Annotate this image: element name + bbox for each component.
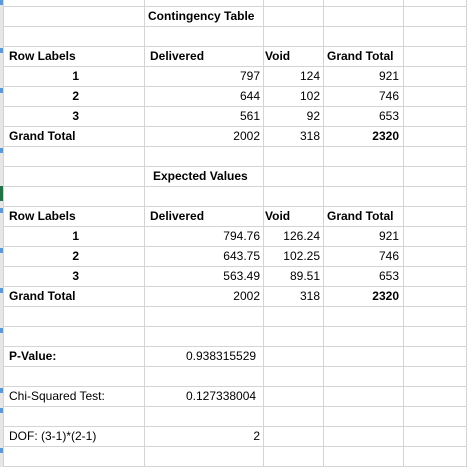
gridline xyxy=(0,66,467,67)
gridline xyxy=(0,446,467,447)
expected-total-cell[interactable]: 746 xyxy=(378,249,399,263)
contingency-void-cell[interactable]: 92 xyxy=(306,109,320,123)
contingency-header-void[interactable]: Void xyxy=(265,49,291,63)
contingency-delivered-cell[interactable]: 797 xyxy=(239,69,260,83)
contingency-header-delivered[interactable]: Delivered xyxy=(150,49,205,63)
expected-grand-total-void[interactable]: 318 xyxy=(299,289,320,303)
row-marker xyxy=(0,388,3,393)
gridline xyxy=(0,186,467,187)
expected-header-delivered[interactable]: Delivered xyxy=(150,209,205,223)
gridline xyxy=(0,426,467,427)
expected-total-cell[interactable]: 653 xyxy=(378,269,399,283)
contingency-void-cell[interactable]: 102 xyxy=(299,89,320,103)
expected-header-void[interactable]: Void xyxy=(265,209,291,223)
gridline xyxy=(0,26,467,27)
row-marker xyxy=(0,0,3,5)
contingency-grand-total-label[interactable]: Grand Total xyxy=(9,129,76,143)
gridline xyxy=(0,106,467,107)
contingency-row-label[interactable]: 3 xyxy=(72,109,79,123)
gridline xyxy=(403,0,404,467)
gridline xyxy=(0,46,467,47)
expected-row-label[interactable]: 2 xyxy=(72,249,79,263)
gridline xyxy=(144,0,145,467)
chi-squared-label[interactable]: Chi-Squared Test: xyxy=(9,389,105,403)
expected-void-cell[interactable]: 126.24 xyxy=(283,229,320,243)
expected-total-cell[interactable]: 921 xyxy=(378,229,399,243)
row-marker xyxy=(0,248,3,253)
gridline xyxy=(0,126,467,127)
contingency-header-grand-total[interactable]: Grand Total xyxy=(327,49,394,63)
p-value-label[interactable]: P-Value: xyxy=(9,349,57,363)
expected-grand-total-label[interactable]: Grand Total xyxy=(9,289,76,303)
expected-delivered-cell[interactable]: 563.49 xyxy=(223,269,260,283)
expected-row-label[interactable]: 1 xyxy=(72,229,79,243)
gridline xyxy=(0,306,467,307)
gridline xyxy=(0,266,467,267)
expected-row-label[interactable]: 3 xyxy=(72,269,79,283)
gridline xyxy=(0,326,467,327)
gridline xyxy=(0,166,467,167)
expected-delivered-cell[interactable]: 794.76 xyxy=(223,229,260,243)
row-marker xyxy=(0,328,3,333)
row-marker xyxy=(0,148,3,153)
gridline xyxy=(0,366,467,367)
expected-grand-total-delivered[interactable]: 2002 xyxy=(233,289,260,303)
dof-label[interactable]: DOF: (3-1)*(2-1) xyxy=(9,429,97,443)
expected-header-grand-total[interactable]: Grand Total xyxy=(327,209,394,223)
gridline xyxy=(0,146,467,147)
row-marker xyxy=(0,48,3,53)
expected-void-cell[interactable]: 89.51 xyxy=(289,269,320,283)
expected-void-cell[interactable]: 102.25 xyxy=(283,249,320,263)
p-value[interactable]: 0.938315529 xyxy=(186,349,257,363)
gridline xyxy=(0,406,467,407)
row-marker xyxy=(0,208,3,213)
expected-delivered-cell[interactable]: 643.75 xyxy=(223,249,260,263)
gridline xyxy=(0,226,467,227)
gridline xyxy=(0,246,467,247)
gridline xyxy=(0,86,467,87)
contingency-row-label[interactable]: 1 xyxy=(72,69,79,83)
gridline xyxy=(0,286,467,287)
gridline xyxy=(263,0,264,467)
expected-header-row-labels[interactable]: Row Labels xyxy=(9,209,76,223)
contingency-total-cell[interactable]: 653 xyxy=(378,109,399,123)
row-marker xyxy=(0,408,3,413)
gridline xyxy=(0,386,467,387)
row-marker xyxy=(0,448,3,453)
gridline xyxy=(3,0,4,467)
active-row-indicator xyxy=(0,186,3,201)
contingency-row-label[interactable]: 2 xyxy=(72,89,79,103)
expected-title[interactable]: Expected Values xyxy=(153,169,248,183)
contingency-delivered-cell[interactable]: 644 xyxy=(239,89,260,103)
row-header-edge xyxy=(0,0,3,467)
chi-squared-value[interactable]: 0.127338004 xyxy=(186,389,257,403)
contingency-total-cell[interactable]: 921 xyxy=(378,69,399,83)
row-marker xyxy=(0,288,3,293)
contingency-grand-total-void[interactable]: 318 xyxy=(299,129,320,143)
row-marker xyxy=(0,88,3,93)
contingency-grand-total-delivered[interactable]: 2002 xyxy=(233,129,260,143)
contingency-total-cell[interactable]: 746 xyxy=(378,89,399,103)
contingency-grand-total-total[interactable]: 2320 xyxy=(372,129,399,143)
gridline xyxy=(0,6,467,7)
gridline xyxy=(0,206,467,207)
expected-grand-total-total[interactable]: 2320 xyxy=(372,289,399,303)
contingency-header-row-labels[interactable]: Row Labels xyxy=(9,49,76,63)
dof-value[interactable]: 2 xyxy=(253,429,260,443)
contingency-delivered-cell[interactable]: 561 xyxy=(239,109,260,123)
contingency-void-cell[interactable]: 124 xyxy=(299,69,320,83)
gridline xyxy=(323,0,324,467)
contingency-title[interactable]: Contingency Table xyxy=(148,9,255,23)
gridline xyxy=(0,346,467,347)
